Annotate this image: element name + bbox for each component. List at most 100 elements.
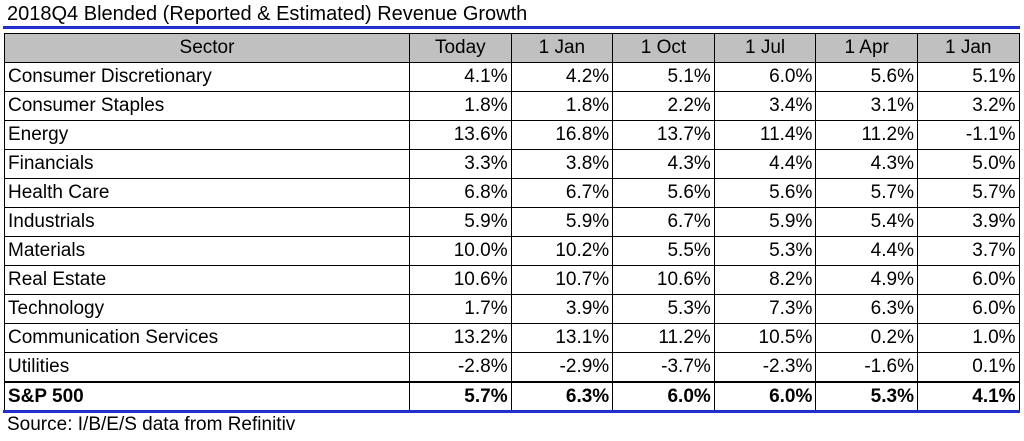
page-title: 2018Q4 Blended (Reported & Estimated) Re… <box>7 3 528 25</box>
growth-value-cell: 5.7% <box>815 178 918 208</box>
growth-value-cell: 4.3% <box>612 149 715 179</box>
sector-cell: Industrials <box>4 207 410 237</box>
growth-value-cell: 6.0% <box>612 381 715 412</box>
table-row: Communication Services 13.2% 13.1% 11.2% 10.… <box>4 323 1020 353</box>
growth-value-cell: 3.9% <box>510 294 614 324</box>
growth-value-cell: 11.4% <box>713 120 817 150</box>
growth-value-cell: 10.0% <box>409 236 512 266</box>
growth-value-cell: 5.7% <box>916 178 1020 208</box>
growth-value-cell: -2.3% <box>713 352 817 383</box>
growth-value-cell: 5.4% <box>815 207 918 237</box>
growth-value-cell: 6.0% <box>916 294 1020 324</box>
growth-value-cell: 10.5% <box>713 323 817 353</box>
column-header-sector: Sector <box>4 33 410 63</box>
sector-cell: Materials <box>4 236 410 266</box>
growth-value-cell: 5.7% <box>409 381 512 412</box>
growth-value-cell: 13.1% <box>510 323 614 353</box>
growth-value-cell: 4.9% <box>815 265 918 295</box>
growth-value-cell: 4.1% <box>409 62 512 92</box>
table-row: Technology 1.7% 3.9% 5.3% 7.3% 6.3% 6.0% <box>4 294 1020 324</box>
total-row: S&P 500 5.7% 6.3% 6.0% 6.0% 5.3% 4.1% <box>4 381 1020 412</box>
growth-value-cell: 1.8% <box>409 91 512 121</box>
growth-value-cell: 3.3% <box>409 149 512 179</box>
sector-cell: Consumer Discretionary <box>4 62 410 92</box>
growth-value-cell: -2.8% <box>409 352 512 383</box>
growth-value-cell: -3.7% <box>612 352 715 383</box>
growth-value-cell: 11.2% <box>612 323 715 353</box>
sector-cell: Consumer Staples <box>4 91 410 121</box>
growth-value-cell: 5.6% <box>612 178 715 208</box>
growth-value-cell: 5.9% <box>510 207 614 237</box>
growth-value-cell: 13.2% <box>409 323 512 353</box>
growth-value-cell: 13.7% <box>612 120 715 150</box>
growth-value-cell: 3.8% <box>510 149 614 179</box>
growth-value-cell: 4.4% <box>713 149 817 179</box>
growth-value-cell: 6.3% <box>510 381 614 412</box>
growth-value-cell: 5.9% <box>409 207 512 237</box>
column-header-1-jan-prior: 1 Jan <box>916 33 1020 63</box>
growth-value-cell: 5.3% <box>815 381 918 412</box>
growth-value-cell: 5.3% <box>713 236 817 266</box>
sector-cell: S&P 500 <box>4 381 410 412</box>
growth-value-cell: 3.7% <box>916 236 1020 266</box>
sector-cell: Utilities <box>4 352 410 383</box>
growth-value-cell: 5.1% <box>612 62 715 92</box>
growth-value-cell: 2.2% <box>612 91 715 121</box>
growth-value-cell: 3.1% <box>815 91 918 121</box>
growth-value-cell: 3.9% <box>916 207 1020 237</box>
growth-value-cell: 5.6% <box>713 178 817 208</box>
table-row: Health Care 6.8% 6.7% 5.6% 5.6% 5.7% 5.7% <box>4 178 1020 208</box>
growth-value-cell: 1.8% <box>510 91 614 121</box>
table-row: Energy 13.6% 16.8% 13.7% 11.4% 11.2% -1.1% <box>4 120 1020 150</box>
growth-value-cell: 1.0% <box>916 323 1020 353</box>
table-row: Financials 3.3% 3.8% 4.3% 4.4% 4.3% 5.0% <box>4 149 1020 179</box>
growth-value-cell: 6.7% <box>510 178 614 208</box>
table-row: Materials 10.0% 10.2% 5.5% 5.3% 4.4% 3.7% <box>4 236 1020 266</box>
column-header-today: Today <box>409 33 512 63</box>
column-header-1-apr: 1 Apr <box>815 33 918 63</box>
column-header-1-oct: 1 Oct <box>612 33 715 63</box>
revenue-growth-table: Sector Today 1 Jan 1 Oct 1 Jul 1 Apr 1 J… <box>4 33 1020 412</box>
growth-value-cell: 5.0% <box>916 149 1020 179</box>
growth-value-cell: 6.0% <box>916 265 1020 295</box>
growth-value-cell: -1.1% <box>916 120 1020 150</box>
growth-value-cell: 3.4% <box>713 91 817 121</box>
header-row: Sector Today 1 Jan 1 Oct 1 Jul 1 Apr 1 J… <box>4 33 1020 63</box>
growth-value-cell: 4.3% <box>815 149 918 179</box>
growth-value-cell: 8.2% <box>713 265 817 295</box>
growth-value-cell: 6.0% <box>713 381 817 412</box>
growth-value-cell: 4.1% <box>916 381 1020 412</box>
sector-cell: Real Estate <box>4 265 410 295</box>
sector-cell: Energy <box>4 120 410 150</box>
growth-value-cell: 10.6% <box>409 265 512 295</box>
sector-cell: Technology <box>4 294 410 324</box>
title-divider <box>3 26 1020 29</box>
growth-value-cell: 6.0% <box>713 62 817 92</box>
growth-value-cell: -2.9% <box>510 352 614 383</box>
growth-value-cell: 6.7% <box>612 207 715 237</box>
growth-value-cell: 6.8% <box>409 178 512 208</box>
column-header-1-jul: 1 Jul <box>713 33 817 63</box>
table-row: Consumer Staples 1.8% 1.8% 2.2% 3.4% 3.1% 3.2% <box>4 91 1020 121</box>
growth-value-cell: 4.4% <box>815 236 918 266</box>
growth-value-cell: 0.1% <box>916 352 1020 383</box>
growth-value-cell: 16.8% <box>510 120 614 150</box>
growth-value-cell: 10.2% <box>510 236 614 266</box>
table-row: Consumer Discretionary 4.1% 4.2% 5.1% 6.0% 5.… <box>4 62 1020 92</box>
growth-value-cell: 6.3% <box>815 294 918 324</box>
table-row: Utilities -2.8% -2.9% -3.7% -2.3% -1.6% 0.1% <box>4 352 1020 383</box>
growth-value-cell: 1.7% <box>409 294 512 324</box>
growth-value-cell: 0.2% <box>815 323 918 353</box>
sector-cell: Health Care <box>4 178 410 208</box>
growth-value-cell: 10.6% <box>612 265 715 295</box>
source-note: Source: I/B/E/S data from Refinitiv <box>7 414 296 435</box>
sector-cell: Financials <box>4 149 410 179</box>
growth-value-cell: 11.2% <box>815 120 918 150</box>
growth-value-cell: 5.5% <box>612 236 715 266</box>
column-header-1-jan: 1 Jan <box>510 33 614 63</box>
growth-value-cell: 5.9% <box>713 207 817 237</box>
growth-value-cell: 5.3% <box>612 294 715 324</box>
growth-value-cell: -1.6% <box>815 352 918 383</box>
growth-value-cell: 13.6% <box>409 120 512 150</box>
growth-value-cell: 5.1% <box>916 62 1020 92</box>
